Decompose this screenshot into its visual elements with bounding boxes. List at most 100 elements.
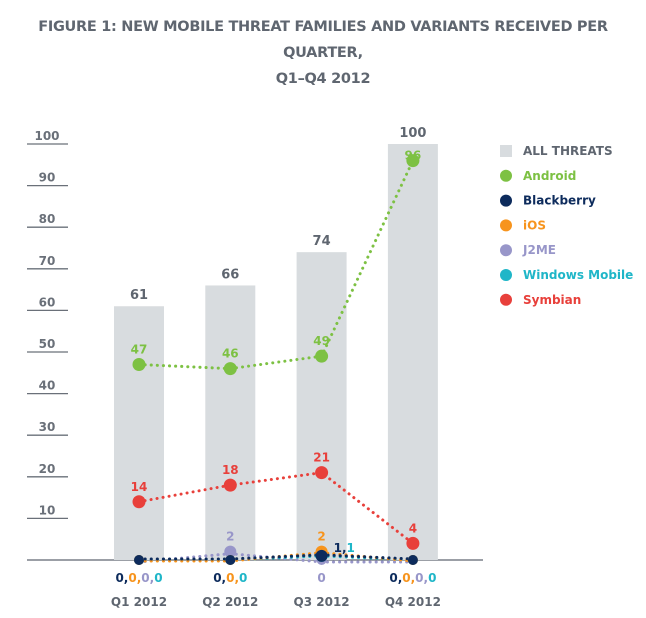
label-part: 1 [347, 541, 355, 555]
legend-label-blackberry: Blackberry [523, 194, 596, 208]
y-tick-label: 30 [39, 420, 56, 434]
legend-label-symbian: Symbian [523, 293, 581, 307]
point-android [315, 349, 329, 363]
point-label-android: 46 [222, 347, 239, 361]
zero-values-label: 0,0,0 [213, 571, 247, 585]
x-tick-label: Q1 2012 [111, 595, 167, 609]
bar-all-threats [205, 285, 256, 560]
point-label-android: 47 [131, 342, 148, 356]
bar-value-label: 100 [399, 126, 426, 141]
label-part: , [424, 571, 429, 585]
x-tick-label: Q2 2012 [202, 595, 258, 609]
y-axis: 10 20 30 40 50 60 70 80 90 100 [27, 129, 483, 561]
point-android [132, 357, 146, 371]
bars [114, 144, 438, 560]
y-tick-label: 60 [39, 295, 56, 309]
series-lines [137, 159, 415, 564]
label-part: 0 [317, 571, 325, 585]
y-tick-label: 80 [39, 212, 56, 226]
label-part: 0 [154, 571, 162, 585]
y-tick-label: 40 [39, 379, 56, 393]
legend-marker-ios [500, 219, 512, 232]
point-symbian [223, 478, 237, 492]
point-j2me [224, 545, 237, 558]
legend-label-windows-mobile: Windows Mobile [523, 268, 633, 282]
legend-marker-blackberry [500, 194, 512, 207]
y-tick-label: 10 [39, 503, 56, 517]
point-symbian [406, 536, 420, 550]
legend-label-all-threats: ALL THREATS [523, 144, 613, 158]
label-part: , [124, 571, 129, 585]
label-part: , [150, 571, 155, 585]
point-label-android: 96 [405, 149, 422, 163]
bar-value-label: 74 [313, 234, 331, 249]
legend-marker-j2me [500, 244, 512, 257]
bar-all-threats [296, 252, 347, 560]
legend-label-ios: iOS [523, 218, 546, 232]
point-label-symbian: 18 [222, 463, 239, 477]
point-label-symbian: 14 [131, 480, 148, 494]
chart-title: FIGURE 1: NEW MOBILE THREAT FAMILIES AND… [0, 14, 646, 92]
bar-all-threats [387, 144, 438, 560]
point-label-symbian: 21 [313, 451, 330, 465]
point-label-symbian: 4 [409, 521, 417, 535]
point-label-ios: 2 [317, 530, 325, 544]
point-android [406, 154, 420, 168]
point-blackberry [225, 555, 236, 565]
point-android [223, 362, 237, 376]
y-tick-label: 90 [39, 171, 56, 185]
label-part: 0 [128, 571, 136, 585]
series-line-symbian [137, 471, 415, 545]
chart-title-line-2: Q1–Q4 2012 [275, 71, 371, 87]
label-part: 0 [402, 571, 410, 585]
label-part: 0 [389, 571, 397, 585]
legend-marker-android [500, 169, 512, 182]
label-part: 0 [141, 571, 149, 585]
y-tick-label: 100 [34, 129, 59, 143]
label-part: , [137, 571, 142, 585]
chart-title-line-1: FIGURE 1: NEW MOBILE THREAT FAMILIES AND… [38, 19, 608, 61]
label-part: 0 [428, 571, 436, 585]
bar-all-threats [114, 306, 164, 560]
zero-values-label: 0 [317, 571, 325, 585]
legend-label-android: Android [523, 169, 576, 183]
point-label-blackberry-windows: 1,1 [334, 541, 355, 555]
point-symbian [315, 466, 329, 480]
y-tick-label: 20 [39, 462, 56, 476]
x-tick-label: Q4 2012 [385, 595, 441, 609]
point-blackberry [407, 555, 418, 565]
label-part: , [222, 571, 227, 585]
label-part: 1 [334, 541, 342, 555]
label-part: , [398, 571, 403, 585]
label-part: , [342, 541, 347, 555]
y-tick-label: 70 [39, 254, 56, 268]
label-part: , [234, 571, 239, 585]
legend-label-j2me: J2ME [522, 243, 556, 257]
legend: ALL THREATS Android Blackberry iOS J2ME Windo… [500, 144, 633, 307]
zero-values-label: 0,0,0,0 [389, 571, 436, 585]
point-blackberry [134, 555, 144, 565]
point-symbian [132, 495, 146, 509]
x-tick-label: Q3 2012 [294, 595, 350, 609]
zero-values-label: 0,0,0,0 [115, 571, 162, 585]
label-part: , [411, 571, 416, 585]
bar-value-label: 61 [130, 288, 148, 303]
legend-swatch-all-threats [500, 145, 512, 157]
point-label-android: 49 [313, 334, 330, 348]
point-label-j2me: 2 [226, 530, 234, 544]
point-blackberry [315, 549, 328, 562]
label-part: 0 [415, 571, 423, 585]
series-points [132, 154, 420, 565]
series-line-android [137, 159, 415, 371]
label-part: 0 [239, 571, 247, 585]
legend-marker-windows-mobile [500, 269, 512, 281]
label-part: 0 [213, 571, 221, 585]
legend-marker-symbian [500, 293, 512, 306]
y-tick-label: 50 [39, 337, 56, 351]
label-part: 0 [115, 571, 123, 585]
label-part: 0 [226, 571, 234, 585]
bar-value-label: 66 [221, 267, 239, 282]
